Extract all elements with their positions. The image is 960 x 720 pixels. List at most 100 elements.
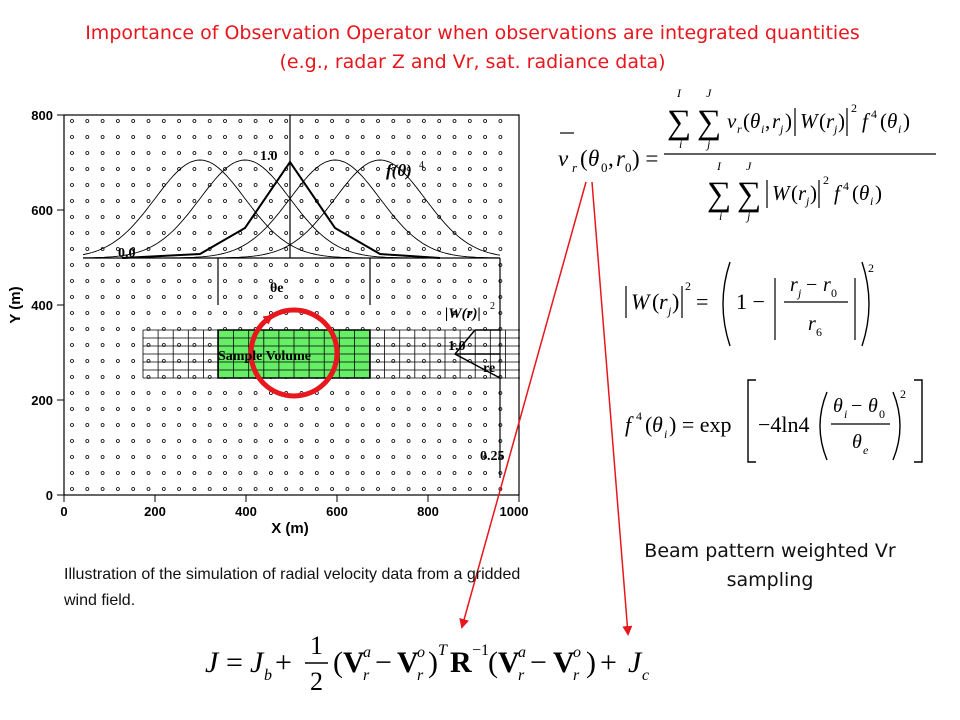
svg-text:2: 2 — [851, 101, 857, 115]
svg-text:j: j — [796, 286, 802, 300]
svg-text:): ) — [428, 646, 438, 679]
svg-text:4: 4 — [843, 179, 849, 193]
svg-text:V: V — [498, 646, 520, 679]
svg-text:θ: θ — [852, 431, 862, 453]
svg-text:(: ( — [743, 109, 750, 133]
svg-text:(: ( — [819, 109, 826, 133]
svg-text:J: J — [250, 646, 265, 679]
svg-text:2: 2 — [823, 173, 829, 187]
svg-text:b: b — [264, 667, 272, 684]
sample-volume-circle — [248, 307, 340, 399]
svg-text:θ: θ — [588, 146, 599, 171]
svg-text:J: J — [706, 86, 712, 100]
svg-text:I: I — [676, 86, 682, 100]
svg-text:r: r — [572, 160, 578, 175]
svg-text:θ: θ — [868, 395, 878, 417]
value-1-right: 1.0 — [448, 339, 466, 354]
svg-text:a: a — [363, 644, 371, 661]
svg-text:(: ( — [488, 646, 498, 679]
svg-text:6: 6 — [816, 325, 822, 339]
svg-text:j: j — [832, 122, 838, 136]
range-weight-shape — [453, 329, 501, 379]
svg-text:1: 1 — [310, 631, 323, 660]
y-tick-400: 400 — [31, 298, 53, 313]
equation-cost-function: J = J b + 1 2 ( V r a − V r o ) T R −1 (… — [205, 631, 649, 696]
svg-text:4: 4 — [871, 107, 877, 121]
svg-text:,: , — [765, 109, 770, 133]
svg-text:V: V — [553, 646, 575, 679]
svg-text:1 −: 1 − — [736, 289, 765, 314]
svg-text:r: r — [772, 109, 781, 133]
svg-text:J: J — [628, 646, 643, 679]
svg-text:r: r — [808, 313, 816, 335]
f-theta-label: f(θ) — [386, 161, 412, 180]
svg-text:): ) — [810, 181, 817, 205]
svg-text:2: 2 — [868, 261, 874, 275]
svg-text:=: = — [696, 289, 708, 314]
svg-text:r: r — [518, 667, 525, 684]
svg-text:=: = — [226, 646, 243, 679]
svg-text:o: o — [417, 644, 425, 661]
svg-text:f: f — [834, 181, 843, 205]
y-tick-600: 600 — [31, 203, 53, 218]
y-tick-200: 200 — [31, 393, 53, 408]
svg-text:(: ( — [880, 109, 887, 133]
svg-text:e: e — [863, 443, 869, 457]
svg-text:+: + — [600, 646, 617, 679]
svg-text:r: r — [573, 667, 580, 684]
w-r-label: |W(r)| — [445, 306, 481, 322]
value-0-left: 0.0 — [118, 246, 136, 261]
svg-text:o: o — [573, 644, 581, 661]
x-tick-0: 0 — [60, 504, 67, 519]
svg-text:(: ( — [580, 146, 588, 171]
svg-text:I: I — [716, 159, 722, 173]
beam-weight-curves — [82, 159, 501, 259]
x-tick-600: 600 — [326, 504, 348, 519]
svg-text:i: i — [664, 427, 667, 441]
svg-text:θ: θ — [859, 181, 869, 205]
svg-text:) =: ) = — [632, 146, 658, 171]
sample-figure: 0 200 400 600 800 1000 0 200 400 600 800… — [7, 108, 528, 537]
svg-text:V: V — [343, 646, 365, 679]
svg-text:(: ( — [652, 289, 659, 314]
svg-text:W: W — [772, 181, 792, 205]
svg-text:T: T — [438, 642, 448, 659]
r-e-label: re — [483, 361, 495, 376]
svg-text:r: r — [417, 667, 424, 684]
svg-text:r: r — [659, 289, 668, 314]
svg-text:): ) — [838, 109, 845, 133]
svg-text:i: i — [719, 209, 722, 223]
svg-text:2: 2 — [685, 279, 691, 293]
title-line-1: Importance of Observation Operator when … — [85, 22, 860, 44]
svg-text:): ) — [672, 289, 679, 314]
svg-text:4: 4 — [636, 409, 642, 423]
svg-text:r: r — [737, 122, 742, 136]
svg-text:i: i — [844, 407, 847, 421]
tick-marks — [57, 114, 520, 502]
svg-text:W: W — [800, 109, 820, 133]
title-line-2: (e.g., radar Z and Vr, sat. radiance dat… — [279, 51, 666, 73]
x-tick-400: 400 — [235, 504, 257, 519]
f-theta-exponent: 4 — [419, 160, 424, 171]
svg-text:0: 0 — [831, 286, 837, 300]
svg-text:a: a — [518, 644, 526, 661]
svg-text:r: r — [798, 181, 807, 205]
svg-text:+: + — [275, 646, 292, 679]
svg-text:2: 2 — [900, 387, 906, 401]
svg-text:r: r — [790, 274, 798, 296]
svg-text:): ) — [586, 646, 596, 679]
svg-text:i: i — [761, 122, 764, 136]
svg-text:−: − — [530, 646, 547, 679]
svg-text:i: i — [870, 194, 873, 208]
svg-text:V: V — [397, 646, 419, 679]
svg-text:r: r — [823, 274, 831, 296]
plot-frame — [63, 114, 520, 496]
svg-text:): ) — [875, 181, 882, 205]
svg-text:c: c — [642, 667, 649, 684]
x-tick-800: 800 — [417, 504, 439, 519]
svg-text:j: j — [778, 122, 784, 136]
value-025: 0.25 — [480, 449, 505, 464]
svg-text:0: 0 — [879, 407, 885, 421]
svg-text:−4ln4: −4ln4 — [758, 412, 810, 437]
svg-text:v: v — [727, 109, 737, 133]
